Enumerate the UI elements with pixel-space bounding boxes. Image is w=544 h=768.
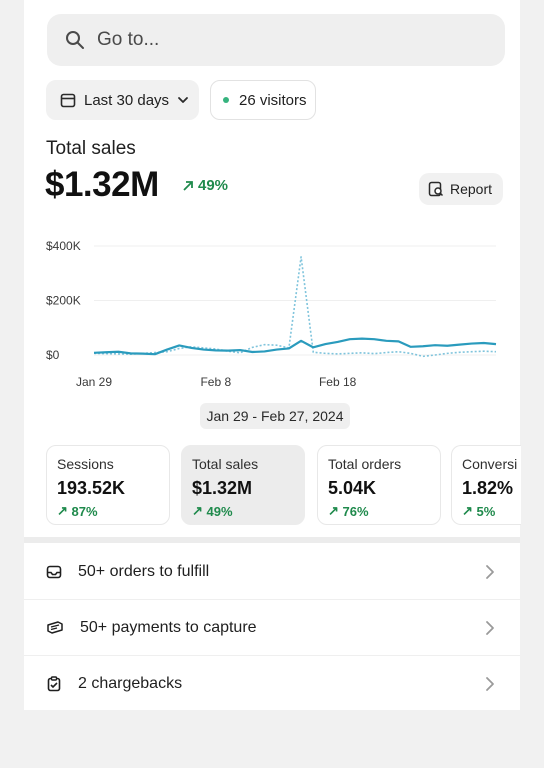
metric-value: 1.82% (462, 478, 514, 498)
date-range-dropdown[interactable]: Last 30 days (46, 80, 199, 120)
visitors-indicator[interactable]: 26 visitors (210, 80, 316, 120)
visitors-label: 26 visitors (239, 91, 307, 109)
clipboard-icon (47, 676, 61, 692)
total-sales-label: Total sales (46, 138, 136, 159)
date-range-label: Last 30 days (84, 91, 170, 109)
metric-label: Sessions (57, 456, 114, 472)
y-tick-label: $400K (46, 239, 81, 253)
metric-label: Total orders (328, 456, 402, 472)
chevron-down-icon (178, 97, 188, 103)
trend-up-icon (183, 180, 193, 191)
x-tick-label: Feb 8 (200, 375, 231, 389)
trend-up-icon: ↗ (462, 503, 477, 518)
chart-date-range: Jan 29 - Feb 27, 2024 (200, 403, 350, 429)
payment-icon (47, 620, 63, 634)
search-bar[interactable]: Go to... (47, 14, 505, 66)
report-button[interactable]: Report (419, 173, 503, 205)
metric-value: $1.32M (192, 478, 253, 498)
live-status-dot (223, 97, 229, 103)
metric-delta-value: 76% (342, 503, 369, 519)
metric-delta: ↗ 87% (57, 503, 169, 519)
task-row-chargebacks[interactable]: 2 chargebacks (24, 656, 520, 712)
total-sales-value: $1.32M (45, 165, 159, 204)
report-icon (428, 181, 444, 197)
sales-series-line (93, 337, 497, 356)
section-divider (24, 537, 520, 543)
y-tick-label: $200K (46, 294, 81, 308)
x-tick-label: Feb 18 (319, 375, 357, 389)
y-tick-label: $0 (46, 348, 60, 362)
total-sales-delta: 49% (182, 177, 228, 194)
task-row-payments[interactable]: 50+ payments to capture (24, 600, 520, 656)
task-row-orders[interactable]: 50+ orders to fulfill (24, 544, 520, 600)
metric-delta: ↗ 49% (192, 503, 304, 519)
metric-delta-value: 5% (476, 503, 496, 519)
x-tick-label: Jan 29 (76, 375, 112, 389)
sales-chart: $400K $200K $0 Jan 29 Feb 8 Feb 18 (46, 239, 497, 389)
search-icon (66, 31, 84, 49)
analytics-panel: Go to... Last 30 days 26 visitors Total … (24, 0, 521, 712)
metric-label: Total sales (192, 456, 259, 472)
task-label: 50+ orders to fulfill (78, 562, 210, 580)
metric-card-conversion[interactable]: Conversi 1.82% ↗ 5% (451, 445, 521, 525)
total-sales-delta-value: 49% (198, 177, 229, 194)
search-placeholder: Go to... (97, 29, 160, 50)
calendar-icon (60, 93, 76, 108)
comparison-series-line (93, 256, 497, 358)
trend-up-icon: ↗ (57, 503, 72, 518)
task-label: 2 chargebacks (78, 675, 183, 692)
metric-value: 5.04K (328, 478, 377, 498)
metric-delta: ↗ 76% (328, 503, 440, 519)
metric-delta-value: 49% (206, 503, 233, 519)
inbox-icon (46, 565, 62, 578)
metric-delta-value: 87% (71, 503, 98, 519)
chevron-right-icon (486, 677, 494, 691)
metric-value: 193.52K (57, 478, 126, 498)
chevron-right-icon (486, 565, 494, 579)
metric-card-sessions[interactable]: Sessions 193.52K ↗ 87% (46, 445, 170, 525)
task-label: 50+ payments to capture (80, 618, 257, 636)
metric-label: Conversi (462, 456, 518, 472)
metric-card-total-orders[interactable]: Total orders 5.04K ↗ 76% (317, 445, 441, 525)
metric-card-total-sales[interactable]: Total sales $1.32M ↗ 49% (181, 445, 305, 525)
metric-delta: ↗ 5% (462, 503, 521, 519)
trend-up-icon: ↗ (328, 503, 343, 518)
chevron-right-icon (486, 621, 494, 635)
trend-up-icon: ↗ (192, 503, 207, 518)
report-label: Report (450, 181, 493, 197)
